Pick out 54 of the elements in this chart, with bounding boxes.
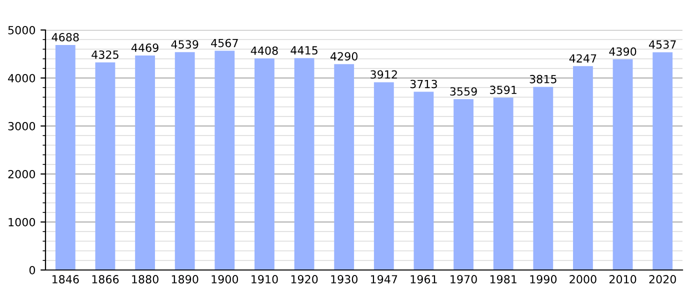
- x-tick-label: 1981: [490, 275, 516, 284]
- data-label: 3591: [490, 86, 516, 94]
- bar: [454, 99, 474, 270]
- x-tick-label: 2020: [649, 275, 676, 284]
- bar: [414, 92, 434, 270]
- data-label: 3713: [410, 80, 437, 88]
- data-label: 4415: [290, 46, 318, 55]
- data-label: 4567: [211, 38, 238, 48]
- x-tick-label: 1947: [370, 275, 398, 284]
- bar: [652, 52, 673, 270]
- y-tick-label: 2000: [8, 170, 36, 178]
- data-label: 4688: [52, 33, 79, 42]
- data-label: 4290: [330, 52, 358, 61]
- data-label: 4325: [92, 50, 118, 59]
- y-tick-label: 5000: [8, 26, 36, 34]
- bar: [533, 86, 554, 270]
- y-tick-label: 0: [29, 266, 36, 274]
- data-label: 4537: [649, 40, 676, 49]
- x-tick-label: 1920: [291, 275, 318, 284]
- x-tick-label: 1880: [132, 275, 158, 284]
- x-tick-label: 1970: [450, 275, 477, 284]
- bar: [573, 66, 593, 270]
- x-tick-label: 1930: [331, 275, 358, 284]
- x-tick-label: 1900: [212, 275, 238, 284]
- bar: [214, 50, 235, 270]
- bar: [254, 58, 274, 270]
- bar: [174, 52, 195, 270]
- bar: [135, 55, 155, 270]
- y-tick-label: 3000: [8, 122, 36, 130]
- data-label: 4247: [569, 54, 596, 62]
- x-tick-label: 2010: [609, 275, 636, 284]
- bar: [374, 82, 394, 270]
- bar: [612, 59, 633, 270]
- data-label: 4469: [131, 44, 158, 52]
- x-tick-label: 1846: [52, 275, 79, 284]
- bar: [294, 58, 314, 270]
- x-tick-label: 1866: [92, 275, 119, 284]
- data-label: 4390: [609, 47, 636, 56]
- bar: [55, 44, 76, 270]
- x-tick-label: 1890: [172, 275, 198, 284]
- x-tick-label: 1990: [530, 275, 557, 284]
- x-tick-label: 2000: [570, 275, 596, 284]
- bar: [95, 62, 116, 270]
- bar: [493, 98, 514, 270]
- data-label: 3912: [370, 70, 397, 79]
- data-label: 3815: [530, 74, 556, 84]
- y-tick-label: 4000: [8, 74, 36, 82]
- data-label: 4408: [250, 46, 278, 55]
- data-label: 4539: [171, 40, 198, 49]
- x-tick-label: 1910: [252, 275, 278, 284]
- x-tick-label: 1961: [410, 275, 437, 284]
- data-label: 3559: [450, 87, 477, 96]
- y-tick-label: 1000: [8, 218, 36, 226]
- bar: [334, 64, 354, 270]
